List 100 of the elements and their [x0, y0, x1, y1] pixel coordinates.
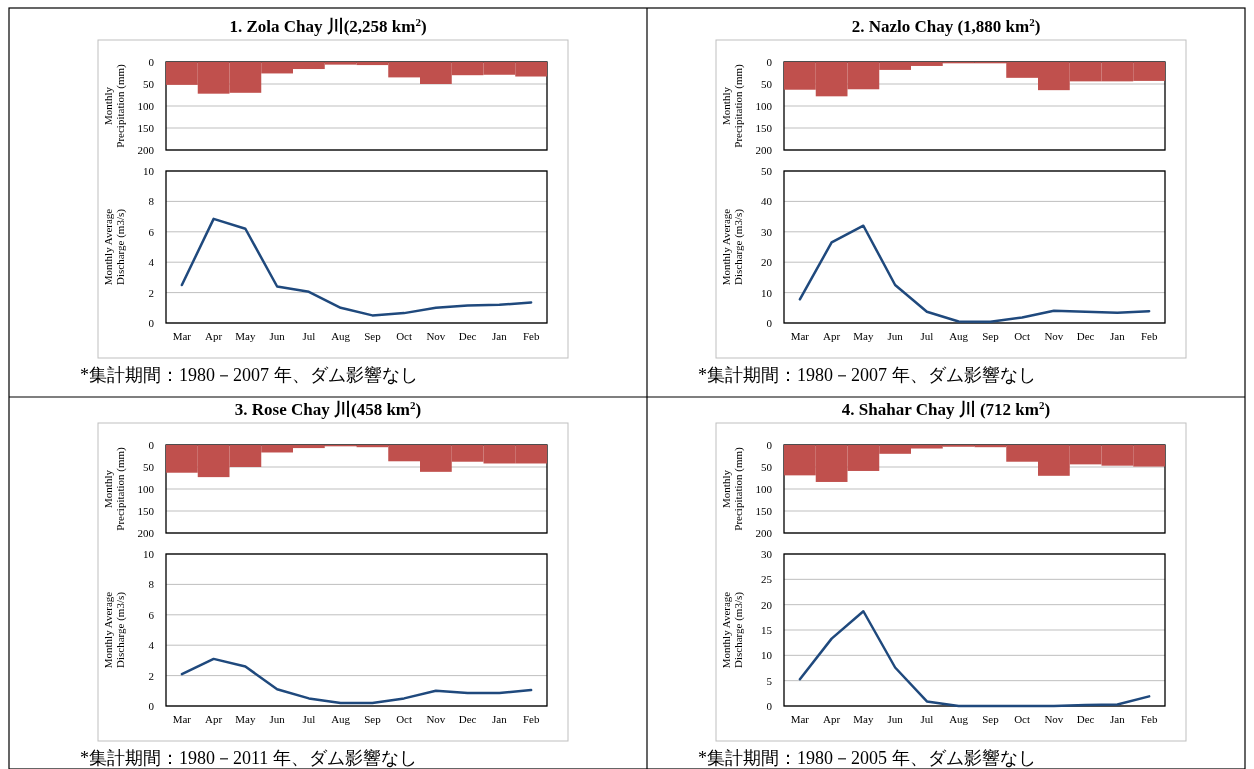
chart-title: 1. Zola Chay 川(2,258 km$^{2}$) [229, 16, 427, 36]
x-tick-label: Mar [790, 330, 810, 342]
x-tick-label: Jun [269, 330, 286, 342]
x-tick-label: Mar [790, 713, 810, 725]
x-tick-label: Mar [172, 713, 192, 725]
y-tick-label: 200 [755, 144, 773, 156]
y-tick-label: 100 [755, 483, 773, 495]
x-tick-label: Sep [982, 713, 1000, 725]
y-tick-label: 0 [766, 317, 773, 329]
y-tick-label: 2 [148, 286, 154, 299]
line-series [180, 217, 533, 317]
x-tick-label: Jul [920, 713, 934, 725]
x-tick-label: Apr [205, 713, 223, 725]
text: *集計期間：1980－2007 年、ダム影響なし [80, 365, 418, 385]
x-tick-label: May [235, 330, 256, 342]
y-tick-label: 50 [143, 78, 155, 90]
y-tick-label: 0 [148, 439, 155, 451]
x-tick-label: Nov [426, 713, 446, 725]
y-axis-title: Monthly Precipitation (mm) [720, 446, 745, 531]
x-tick-label: Jul [920, 330, 934, 342]
y-axis-title: Monthly Precipitation (mm) [102, 63, 127, 148]
y-tick-label: 25 [761, 573, 773, 586]
y-tick-label: 8 [148, 578, 155, 591]
y-tick-label: 200 [137, 527, 155, 539]
x-tick-label: May [235, 713, 256, 725]
x-tick-label: Apr [205, 330, 223, 342]
y-tick-label: 20 [761, 256, 773, 269]
y-tick-label: 50 [761, 165, 773, 177]
y-axis-title: Monthly Average Discharge (m3/s) [102, 208, 127, 286]
y-tick-label: 5 [766, 674, 773, 687]
x-tick-label: Jul [302, 713, 316, 725]
y-tick-label: 6 [148, 608, 155, 621]
y-tick-label: 50 [761, 78, 773, 90]
chart-title: 4. Shahar Chay 川 (712 km$^{2}$) [841, 399, 1051, 419]
x-tick-label: Aug [331, 330, 351, 342]
x-tick-label: Jan [1110, 330, 1126, 342]
x-tick-label: Dec [1076, 713, 1095, 725]
x-tick-label: Oct [1014, 330, 1031, 342]
y-tick-label: 2 [148, 669, 154, 682]
x-tick-label: Jun [887, 713, 904, 725]
y-tick-label: 4 [148, 639, 155, 652]
x-tick-label: Feb [522, 713, 540, 725]
x-tick-label: Feb [1140, 330, 1158, 342]
y-tick-label: 50 [761, 461, 773, 473]
y-tick-label: 10 [761, 649, 773, 662]
y-tick-label: 6 [148, 225, 155, 238]
line-series [180, 657, 533, 705]
x-tick-label: Sep [982, 330, 1000, 342]
text: *集計期間：1980－2011 年、ダム影響なし [80, 748, 417, 768]
y-tick-label: 30 [761, 225, 773, 238]
y-axis-title: Monthly Average Discharge (m3/s) [720, 591, 745, 669]
x-tick-label: Dec [458, 330, 477, 342]
x-tick-label: Jan [492, 330, 508, 342]
y-tick-label: 100 [755, 100, 773, 112]
y-axis-title: Monthly Average Discharge (m3/s) [720, 208, 745, 286]
line-series [798, 224, 1151, 324]
y-tick-label: 200 [755, 527, 773, 539]
x-tick-label: Sep [364, 713, 382, 725]
y-tick-label: 0 [148, 317, 155, 329]
y-axis-title: Monthly Precipitation (mm) [102, 446, 127, 531]
y-tick-label: 100 [137, 100, 155, 112]
x-tick-label: May [853, 713, 874, 725]
x-tick-label: Jan [1110, 713, 1126, 725]
chart-title: 2. Nazlo Chay (1,880 km$^{2}$) [851, 16, 1041, 36]
y-tick-label: 150 [755, 122, 773, 134]
chart-title: 3. Rose Chay 川(458 km$^{2}$) [234, 399, 422, 419]
y-tick-label: 100 [137, 483, 155, 495]
y-tick-label: 15 [761, 624, 773, 636]
y-tick-label: 10 [761, 286, 773, 299]
x-tick-label: Nov [1044, 330, 1064, 342]
y-tick-label: 10 [143, 548, 155, 560]
x-tick-label: Feb [1140, 713, 1158, 725]
x-tick-label: Apr [823, 330, 841, 342]
text: *集計期間：1980－2005 年、ダム影響なし [698, 748, 1036, 768]
y-tick-label: 0 [766, 700, 773, 712]
y-axis-title: Monthly Average Discharge (m3/s) [102, 591, 127, 669]
x-tick-label: Aug [949, 330, 969, 342]
x-tick-label: Oct [396, 330, 413, 342]
x-tick-label: May [853, 330, 874, 342]
y-tick-label: 20 [761, 598, 773, 611]
x-tick-label: Nov [1044, 713, 1064, 725]
y-tick-label: 200 [137, 144, 155, 156]
y-tick-label: 50 [143, 461, 155, 473]
x-tick-label: Apr [823, 713, 841, 725]
x-tick-label: Jun [887, 330, 904, 342]
x-tick-label: Jun [269, 713, 286, 725]
y-tick-label: 30 [761, 548, 773, 560]
x-tick-label: Aug [949, 713, 969, 725]
y-tick-label: 0 [766, 439, 773, 451]
x-tick-label: Mar [172, 330, 192, 342]
y-tick-label: 4 [148, 256, 155, 269]
y-tick-label: 10 [143, 165, 155, 177]
y-tick-label: 40 [761, 195, 773, 208]
x-tick-label: Jan [492, 713, 508, 725]
y-tick-label: 150 [755, 505, 773, 517]
y-tick-label: 150 [137, 505, 155, 517]
x-tick-label: Feb [522, 330, 540, 342]
y-tick-label: 0 [148, 56, 155, 68]
y-tick-label: 0 [148, 700, 155, 712]
line-series [798, 610, 1151, 708]
